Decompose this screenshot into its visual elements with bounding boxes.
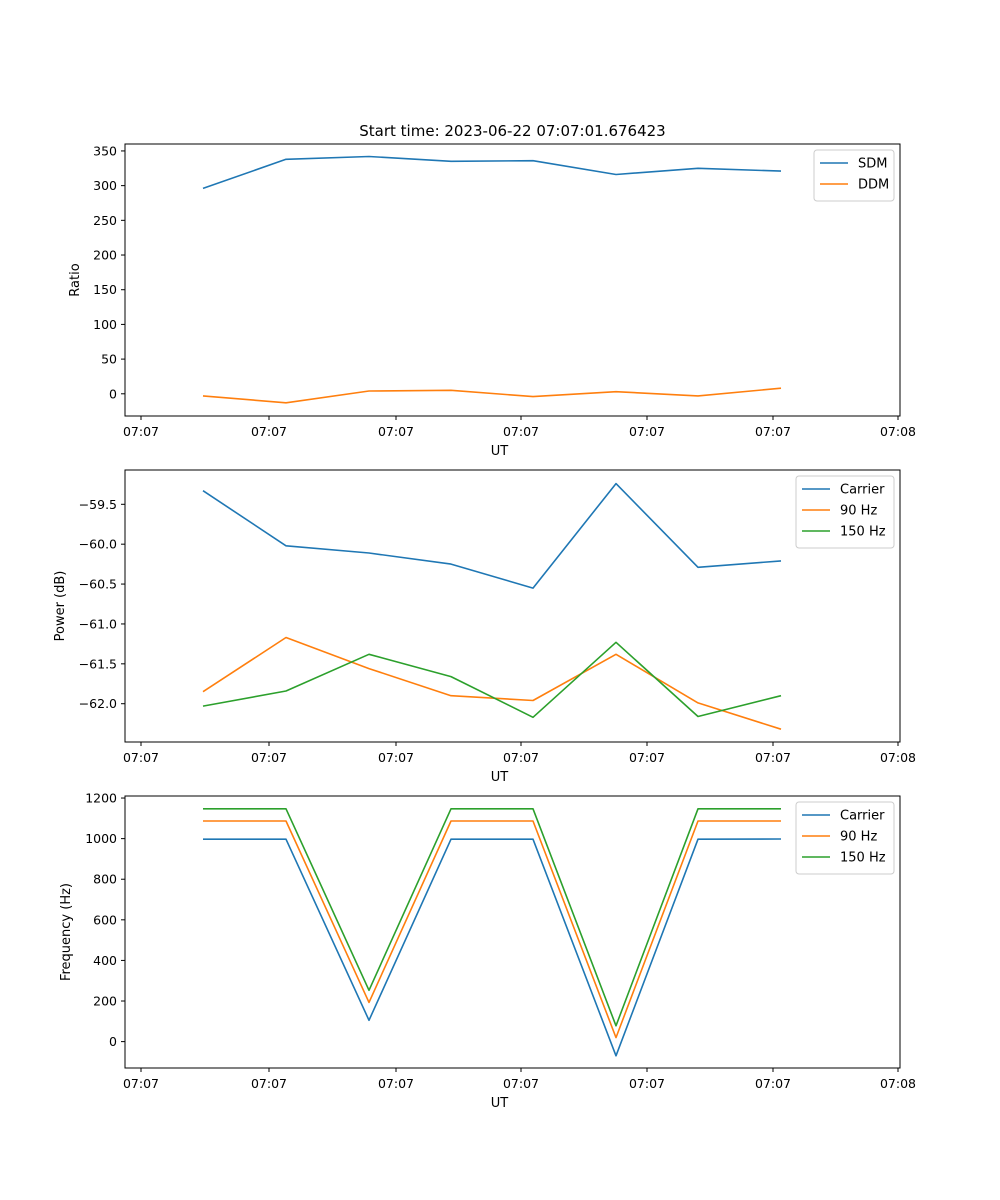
x-axis-label: UT (491, 770, 509, 785)
series-line-150-hz (202, 641, 782, 719)
x-tick-label: 07:08 (880, 750, 916, 765)
series-line-150-hz (203, 807, 781, 1027)
y-axis-label: Power (dB) (53, 571, 68, 642)
y-tick-label: 200 (93, 248, 117, 263)
y-tick-label: −59.5 (79, 497, 117, 512)
y-tick-label: 1000 (85, 831, 117, 846)
legend-box (795, 475, 895, 549)
y-tick-label: 50 (101, 352, 117, 367)
y-tick-label: 150 (93, 282, 117, 297)
x-axis-label: UT (491, 444, 509, 459)
y-tick-label: 100 (93, 317, 117, 332)
y-tick-label: 300 (93, 178, 117, 193)
x-tick-label: 07:08 (880, 424, 916, 439)
legend-entry: 150 Hz (840, 525, 886, 540)
y-tick-label: 600 (93, 912, 117, 927)
series-line-ddm (202, 387, 782, 404)
axes-frame (124, 143, 901, 417)
legend: Carrier 90 Hz 150 Hz (795, 801, 895, 875)
x-tick-label: 07:07 (755, 750, 791, 765)
y-tick-label: 0 (109, 1034, 117, 1049)
y-tick-label: 200 (93, 994, 117, 1009)
legend-box (795, 801, 895, 875)
series-line-90-hz (203, 820, 781, 1039)
x-tick-label: 07:07 (755, 1076, 791, 1091)
x-tick-label: 07:08 (880, 1076, 916, 1091)
y-tick-label: 0 (109, 386, 117, 401)
y-axis-label: Ratio (68, 263, 83, 296)
series-line-carrier (202, 482, 782, 589)
y-tick-label: 1200 (85, 791, 117, 806)
x-tick-label: 07:07 (629, 424, 665, 439)
x-tick-label: 07:07 (123, 750, 159, 765)
x-tick-label: 07:07 (378, 1076, 414, 1091)
x-tick-label: 07:07 (123, 1076, 159, 1091)
axes-frame (124, 795, 901, 1069)
y-tick-label: 400 (93, 953, 117, 968)
x-tick-label: 07:07 (251, 750, 287, 765)
series-line-90-hz (202, 636, 782, 730)
legend: SDM DDM (813, 149, 895, 202)
series-line-carrier (203, 838, 782, 1057)
legend-entry: 150 Hz (840, 851, 886, 866)
subplot-1: Start time: 2023-06-22 07:07:01.676423 07… (68, 122, 916, 459)
x-tick-label: 07:07 (378, 424, 414, 439)
y-tick-label: −61.0 (79, 616, 117, 631)
legend-entry: SDM (858, 157, 887, 172)
y-tick-label: −60.0 (79, 537, 117, 552)
y-tick-label: −62.0 (79, 696, 117, 711)
x-tick-label: 07:07 (629, 1076, 665, 1091)
x-tick-label: 07:07 (503, 424, 539, 439)
x-tick-label: 07:07 (503, 750, 539, 765)
series-line-sdm (202, 155, 782, 190)
x-axis-label: UT (491, 1096, 509, 1111)
y-tick-label: −60.5 (79, 577, 117, 592)
legend-entry: 90 Hz (840, 830, 877, 845)
y-tick-label: 800 (93, 872, 117, 887)
x-tick-label: 07:07 (378, 750, 414, 765)
legend: Carrier 90 Hz 150 Hz (795, 475, 895, 549)
x-tick-label: 07:07 (629, 750, 665, 765)
subplot-2: 07:07 07:07 07:07 07:07 07:07 07:07 07:08 −62.0… (53, 469, 916, 785)
x-tick-label: 07:07 (755, 424, 791, 439)
legend-entry: DDM (858, 178, 889, 193)
y-tick-label: 250 (93, 213, 117, 228)
x-tick-label: 07:07 (123, 424, 159, 439)
y-tick-label: 350 (93, 143, 117, 158)
y-axis-label: Frequency (Hz) (59, 883, 74, 981)
axes-frame (124, 469, 901, 743)
y-tick-label: −61.5 (79, 656, 117, 671)
x-tick-label: 07:07 (503, 1076, 539, 1091)
legend-entry: 90 Hz (840, 504, 877, 519)
chart-title: Start time: 2023-06-22 07:07:01.676423 (359, 122, 665, 140)
x-tick-label: 07:07 (251, 424, 287, 439)
x-tick-label: 07:07 (251, 1076, 287, 1091)
subplot-3: 07:07 07:07 07:07 07:07 07:07 07:07 07:08 0 200 4… (59, 791, 916, 1111)
legend-entry: Carrier (840, 483, 885, 498)
legend-entry: Carrier (840, 809, 885, 824)
